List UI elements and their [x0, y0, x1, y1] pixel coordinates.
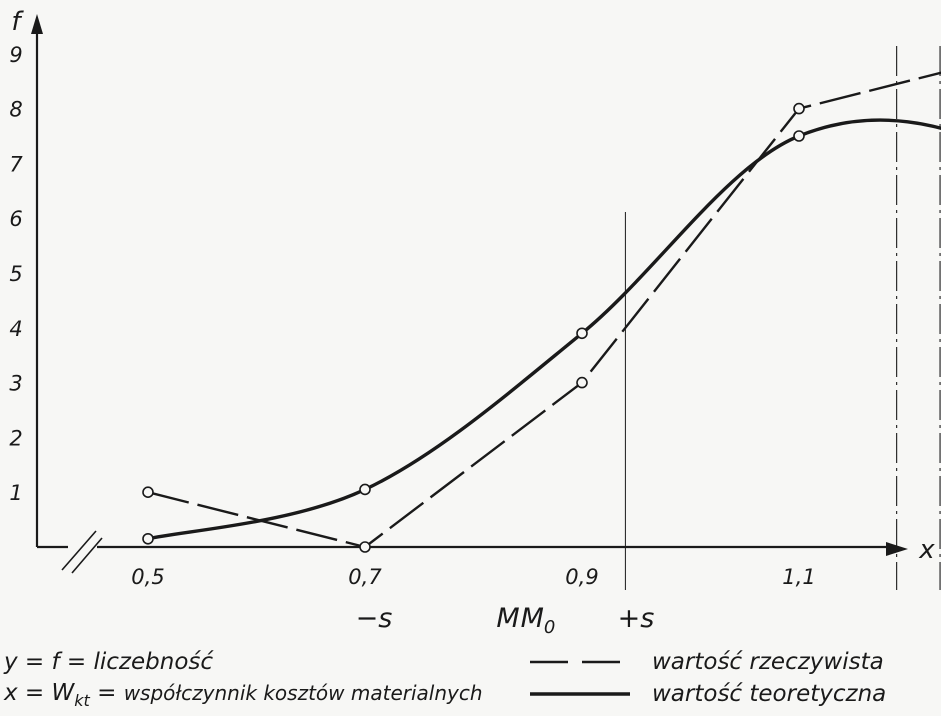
- legend-definition-y: y = f = liczebność: [3, 649, 214, 675]
- y-tick-label: 8: [9, 98, 22, 122]
- data-point-teoretyczna-3: [793, 130, 805, 142]
- y-tick-label: 2: [9, 426, 22, 450]
- legend: y = f = liczebność x = Wkt = współczynnik…: [3, 649, 886, 710]
- x-tick-label: 0,7: [348, 565, 382, 589]
- legend-label-teoretyczna: wartość teoretyczna: [652, 681, 886, 707]
- x-axis-label: x: [918, 535, 935, 565]
- mode-subscript: 0: [544, 617, 555, 638]
- median-label: M: [496, 603, 519, 634]
- y-tick-label: 4: [9, 317, 22, 341]
- x-tick-label: 0,5: [131, 565, 164, 589]
- legend-definition-x: x = Wkt = współczynnik kosztów materialn…: [3, 680, 483, 710]
- definition-subscript: kt: [74, 691, 90, 710]
- minus-s-label: −s: [356, 603, 393, 634]
- y-tick-label: 1: [9, 481, 22, 505]
- data-point-teoretyczna-1: [359, 483, 371, 496]
- axis-break-mark: [61, 530, 97, 571]
- y-tick-label: 9: [9, 43, 22, 67]
- y-tick-label: 6: [9, 207, 22, 231]
- x-tick-label: 1,1: [782, 565, 815, 589]
- data-point-rzeczywista-2: [576, 376, 588, 389]
- x-tick-label: 0,9: [565, 565, 598, 589]
- data-point-teoretyczna-2: [576, 327, 588, 340]
- definition-lhs: x = W: [3, 680, 76, 706]
- definition-rhs: współczynnik kosztów materialnych: [124, 681, 483, 705]
- y-axis-label: f: [11, 7, 24, 37]
- plus-s-label: +s: [618, 603, 655, 634]
- y-axis-arrow-icon: [31, 14, 43, 34]
- y-tick-label: 3: [9, 372, 22, 396]
- data-point-rzeczywista-1: [359, 541, 371, 553]
- axes: [31, 14, 908, 574]
- data-point-rzeczywista-0: [142, 486, 154, 499]
- definition-rhs: liczebność: [94, 649, 215, 675]
- y-tick-label: 5: [9, 262, 22, 286]
- mode-label: M0: [521, 603, 556, 638]
- series-line-teoretyczna: [146, 118, 941, 541]
- reference-lines: [624, 46, 941, 590]
- y-tick-label: 7: [9, 152, 23, 176]
- data-point-rzeczywista-3: [793, 102, 805, 115]
- reference-labels: −s M M0 +s: [356, 603, 655, 638]
- axis-break-mark: [71, 537, 103, 574]
- legend-label-rzeczywista: wartość rzeczywista: [652, 649, 884, 675]
- data-point-teoretyczna-0: [142, 532, 154, 545]
- series-group: [142, 71, 941, 553]
- definition-lhs: y = f =: [3, 649, 94, 675]
- definition-eq: =: [90, 680, 124, 706]
